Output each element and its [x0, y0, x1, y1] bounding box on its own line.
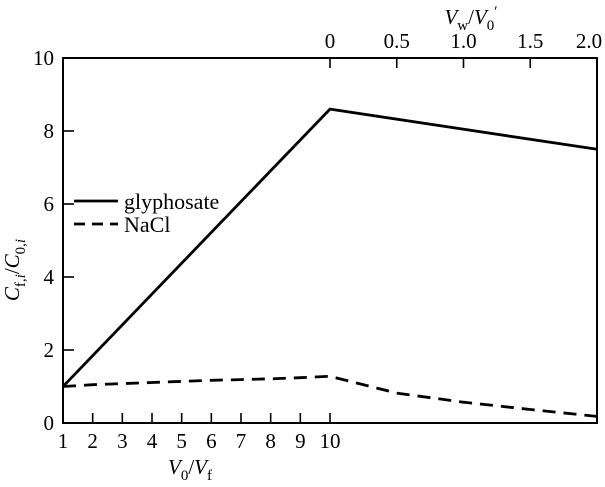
legend-item-glyphosate: glyphosate	[74, 189, 219, 214]
tick-label: 0	[44, 411, 55, 435]
series-glyphosate-line	[61, 107, 598, 388]
plot-border	[62, 57, 598, 424]
tick-label: 8	[265, 429, 276, 453]
tick-label: 2	[87, 429, 98, 453]
y-axis-left: 0 2 4 6 8 10	[33, 46, 74, 435]
legend-label: NaCl	[124, 212, 170, 237]
series-glyphosate	[61, 107, 598, 388]
tick-label: 7	[236, 429, 247, 453]
tick-label: 4	[147, 429, 158, 453]
x-axis-bottom: 1 2 3 4 5 6 7 8 9 10	[58, 413, 341, 453]
tick-label: 10	[320, 429, 341, 453]
legend-label: glyphosate	[124, 189, 219, 214]
tick-label: 4	[44, 265, 55, 289]
tick-label: 9	[295, 429, 306, 453]
x-axis-top: 0 0.5 1.0 1.5 2.0	[325, 29, 602, 68]
legend-item-nacl: NaCl	[74, 212, 170, 237]
series-nacl	[62, 374, 598, 418]
tick-label: 10	[33, 46, 54, 70]
tick-label: 6	[44, 192, 55, 216]
tick-label: 2.0	[576, 29, 602, 53]
axis-titles: V0/Vf Vw/V0′ Cf,i/C0,i	[0, 4, 498, 484]
tick-label: 8	[44, 119, 55, 143]
x-axis-top-title: Vw/V0′	[444, 4, 497, 34]
tick-label: 6	[206, 429, 217, 453]
tick-label: 1.5	[517, 29, 543, 53]
tick-label: 2	[44, 338, 55, 362]
tick-label: 0.5	[384, 29, 410, 53]
series-nacl-line	[62, 374, 598, 418]
y-axis-title: Cf,i/C0,i	[0, 239, 29, 301]
x-axis-bottom-title: V0/Vf	[168, 455, 212, 482]
tick-label: 1	[58, 429, 69, 453]
tick-label: 0	[325, 29, 336, 53]
tick-label: 5	[176, 429, 187, 453]
tick-label: 3	[117, 429, 128, 453]
tick-label: 1.0	[450, 29, 476, 53]
